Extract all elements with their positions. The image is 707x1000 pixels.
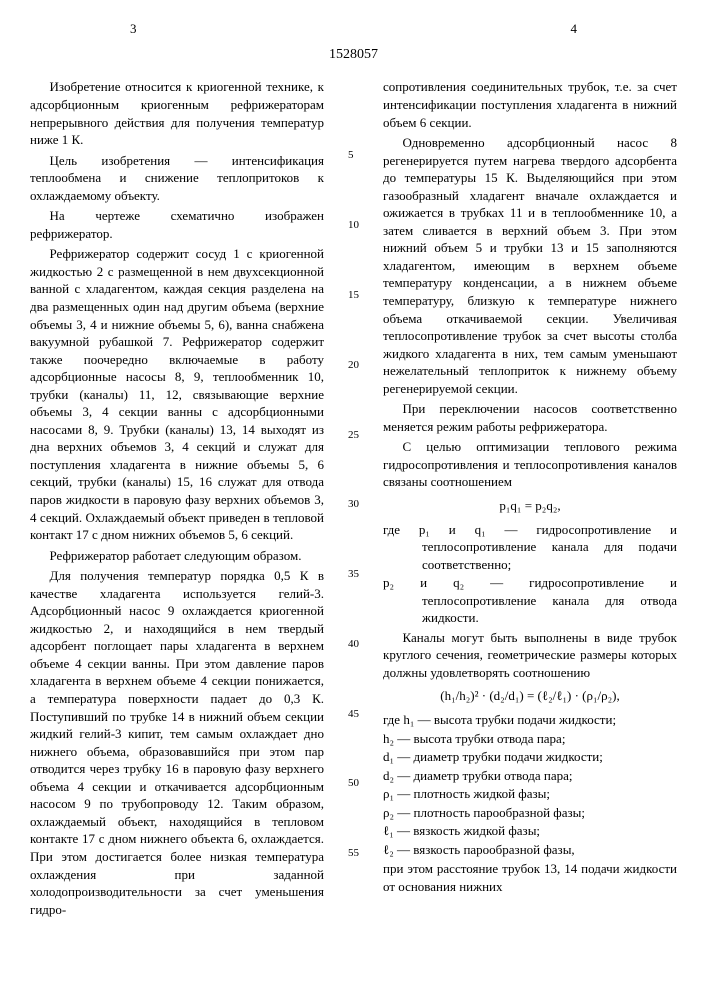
formula: p₁q₁ = p₂q₂, (383, 497, 677, 515)
definition: ρ₂ — плотность парообразной фазы; (383, 804, 677, 822)
para: Каналы могут быть выполнены в виде трубо… (383, 629, 677, 682)
left-column: Изобретение относится к криогенной техни… (30, 78, 324, 921)
definition: h₂ — высота трубки отвода пара; (383, 730, 677, 748)
definition: ℓ₁ — вязкость жидкой фазы; (383, 822, 677, 840)
definition: где p₁ и q₁ — гидросопротивление и тепло… (383, 521, 677, 574)
line-mark: 5 (348, 148, 359, 163)
definition: где h₁ — высота трубки подачи жидкости; (383, 711, 677, 729)
line-mark: 15 (348, 288, 359, 303)
definition: d₂ — диаметр трубки отвода пара; (383, 767, 677, 785)
page-num-right: 4 (571, 20, 578, 38)
line-mark: 50 (348, 776, 359, 791)
right-column: сопротивления соединительных трубок, т.е… (383, 78, 677, 921)
definition: ℓ₂ — вязкость парообразной фазы, (383, 841, 677, 859)
line-number-margin: 5 10 15 20 25 30 35 40 45 50 55 (348, 78, 359, 921)
line-mark: 20 (348, 358, 359, 373)
line-mark: 45 (348, 707, 359, 722)
document-number: 1528057 (30, 46, 677, 65)
para: при этом расстояние трубок 13, 14 подачи… (383, 860, 677, 895)
para: Рефрижератор работает следующим образом. (30, 547, 324, 565)
line-mark: 30 (348, 497, 359, 512)
para: С целью оптимизации теплового режима гид… (383, 438, 677, 491)
para: Одновременно адсорбционный насос 8 реген… (383, 134, 677, 397)
para: сопротивления соединительных трубок, т.е… (383, 78, 677, 131)
formula: (h₁/h₂)² · (d₂/d₁) = (ℓ₂/ℓ₁) · (ρ₁/ρ₂), (383, 687, 677, 705)
line-mark: 25 (348, 428, 359, 443)
para: Для получения температур порядка 0,5 К в… (30, 567, 324, 918)
definition: d₁ — диаметр трубки подачи жидкости; (383, 748, 677, 766)
para: Изобретение относится к криогенной техни… (30, 78, 324, 148)
line-mark: 10 (348, 218, 359, 233)
definition: ρ₁ — плотность жидкой фазы; (383, 785, 677, 803)
definition: p₂ и q₂ — гидросопротивление и теплосопр… (383, 574, 677, 627)
para: Рефрижератор содержит сосуд 1 с криогенн… (30, 245, 324, 543)
two-column-layout: Изобретение относится к криогенной техни… (30, 78, 677, 921)
line-mark: 35 (348, 567, 359, 582)
page-num-left: 3 (130, 20, 137, 38)
line-mark: 40 (348, 637, 359, 652)
para: При переключении насосов соответственно … (383, 400, 677, 435)
line-mark: 55 (348, 846, 359, 861)
para: Цель изобретения — интенсификация теплоо… (30, 152, 324, 205)
para: На чертеже схематично изображен рефрижер… (30, 207, 324, 242)
